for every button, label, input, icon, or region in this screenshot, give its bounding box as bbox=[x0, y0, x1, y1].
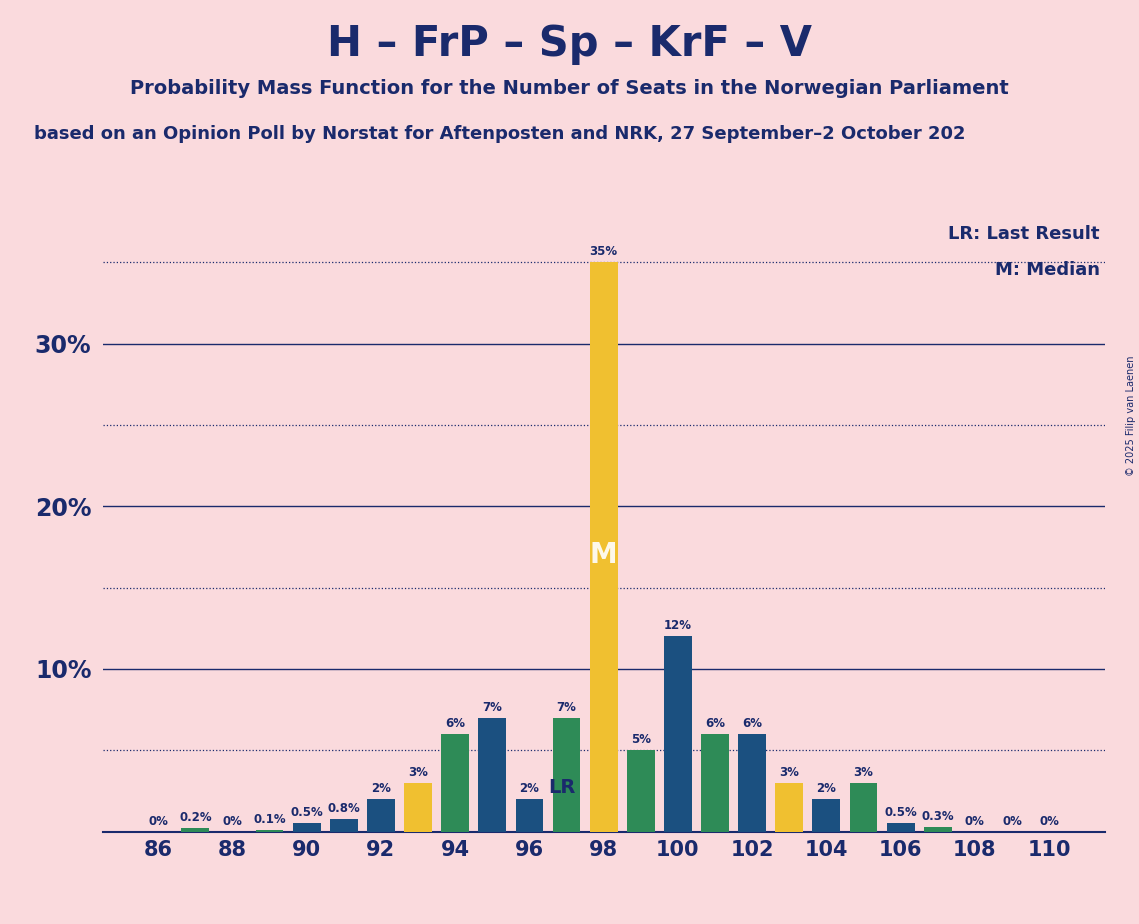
Text: 5%: 5% bbox=[631, 734, 650, 747]
Text: 12%: 12% bbox=[664, 619, 691, 632]
Text: 3%: 3% bbox=[779, 766, 800, 779]
Text: © 2025 Filip van Laenen: © 2025 Filip van Laenen bbox=[1126, 356, 1136, 476]
Text: 0%: 0% bbox=[222, 815, 243, 828]
Text: 0%: 0% bbox=[148, 815, 169, 828]
Text: 0.2%: 0.2% bbox=[179, 811, 212, 824]
Bar bbox=[590, 262, 617, 832]
Text: 6%: 6% bbox=[705, 717, 726, 730]
Bar bbox=[738, 734, 767, 832]
Bar bbox=[404, 783, 432, 832]
Bar bbox=[330, 819, 358, 832]
Text: 35%: 35% bbox=[590, 246, 617, 259]
Bar bbox=[181, 828, 210, 832]
Bar bbox=[850, 783, 877, 832]
Text: H – FrP – Sp – KrF – V: H – FrP – Sp – KrF – V bbox=[327, 23, 812, 65]
Text: 6%: 6% bbox=[743, 717, 762, 730]
Bar bbox=[516, 799, 543, 832]
Text: LR: Last Result: LR: Last Result bbox=[949, 225, 1100, 243]
Bar bbox=[776, 783, 803, 832]
Bar bbox=[924, 827, 952, 832]
Text: 0.3%: 0.3% bbox=[921, 809, 954, 822]
Bar bbox=[702, 734, 729, 832]
Bar bbox=[887, 823, 915, 832]
Text: 0%: 0% bbox=[965, 815, 985, 828]
Text: 0.5%: 0.5% bbox=[884, 807, 917, 820]
Text: based on an Opinion Poll by Norstat for Aftenposten and NRK, 27 September–2 Octo: based on an Opinion Poll by Norstat for … bbox=[34, 125, 966, 142]
Text: 6%: 6% bbox=[445, 717, 465, 730]
Text: 0%: 0% bbox=[1002, 815, 1022, 828]
Text: LR: LR bbox=[548, 778, 575, 797]
Text: M: M bbox=[590, 541, 617, 569]
Text: 3%: 3% bbox=[853, 766, 874, 779]
Bar bbox=[255, 830, 284, 832]
Text: 2%: 2% bbox=[371, 782, 391, 795]
Bar bbox=[478, 718, 506, 832]
Text: M: Median: M: Median bbox=[994, 261, 1100, 279]
Bar bbox=[626, 750, 655, 832]
Text: 0.1%: 0.1% bbox=[253, 813, 286, 826]
Text: 2%: 2% bbox=[519, 782, 540, 795]
Bar bbox=[441, 734, 469, 832]
Text: Probability Mass Function for the Number of Seats in the Norwegian Parliament: Probability Mass Function for the Number… bbox=[130, 79, 1009, 98]
Text: 3%: 3% bbox=[408, 766, 428, 779]
Text: 0%: 0% bbox=[1039, 815, 1059, 828]
Text: 7%: 7% bbox=[482, 700, 502, 713]
Text: 0.8%: 0.8% bbox=[327, 801, 360, 815]
Bar bbox=[293, 823, 320, 832]
Bar bbox=[367, 799, 395, 832]
Text: 2%: 2% bbox=[817, 782, 836, 795]
Text: 0.5%: 0.5% bbox=[290, 807, 323, 820]
Bar bbox=[812, 799, 841, 832]
Bar bbox=[552, 718, 581, 832]
Text: 7%: 7% bbox=[557, 700, 576, 713]
Bar bbox=[664, 637, 691, 832]
